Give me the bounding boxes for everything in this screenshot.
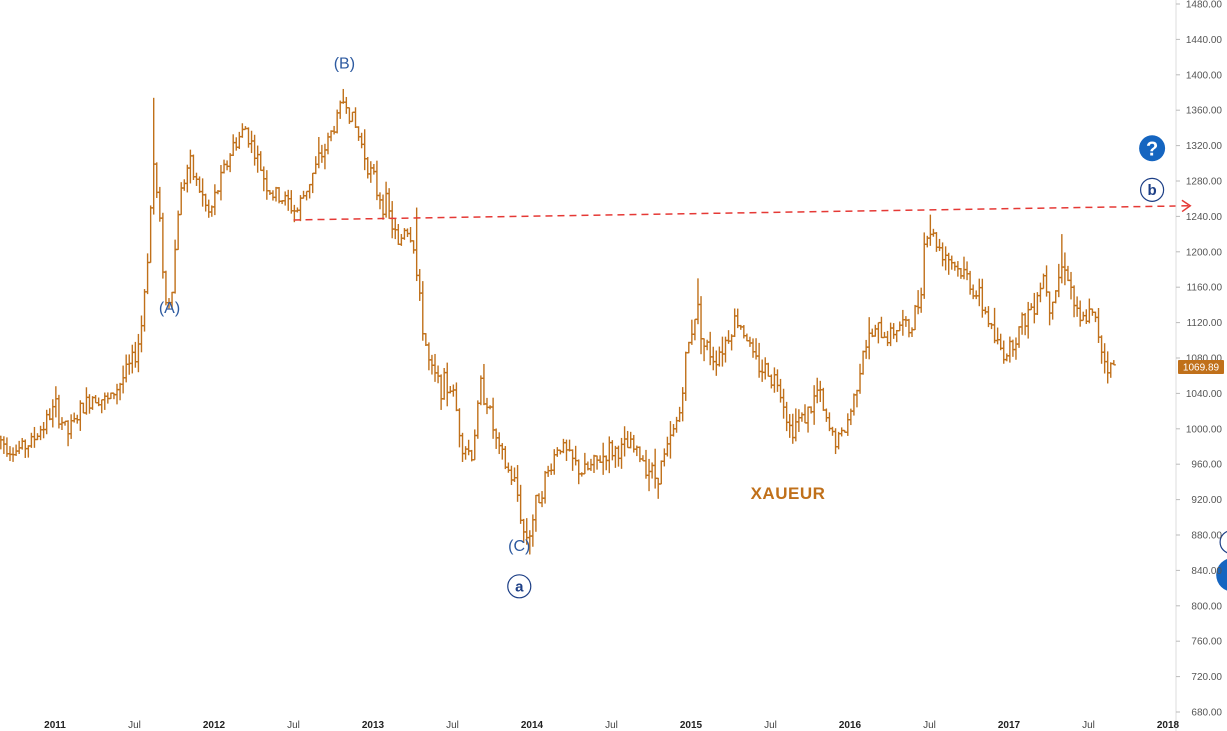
circled-wave-label: a [507,574,532,599]
y-axis: 1480.00 1440.00 1400.00 1360.00 1320.00 1280.… [1176,0,1222,719]
circled-wave-text: b [1148,182,1157,199]
annotation-layer: (A) (B) (C) a b c?? [159,56,1227,599]
x-tick-label: Jul [923,720,936,731]
y-tick-label: 680.00 [1191,708,1222,719]
x-tick-label: 2012 [203,720,226,731]
y-tick-label: 1000.00 [1186,424,1223,435]
question-mark-circle [1139,135,1166,162]
y-tick-label: 760.00 [1191,637,1222,648]
wave-label: (B) [334,56,355,73]
x-tick-label: 2017 [998,720,1021,731]
wave-label: (A) [159,300,180,317]
circled-wave-ring [507,574,532,599]
x-tick-label: Jul [287,720,300,731]
y-tick-label: 1120.00 [1187,318,1223,329]
y-tick-label: 880.00 [1191,531,1222,542]
y-tick-label: 1360.00 [1186,106,1223,117]
trendline-layer [293,199,1192,221]
x-tick-label: Jul [764,720,777,731]
price-tag-value: 1069.89 [1183,362,1220,373]
ohlc-bar [1111,360,1116,366]
x-tick-label: Jul [605,720,618,731]
x-axis: 2011 Jul 2012 Jul 2013 Jul 2014 Jul 2015 Jul 2016 J… [44,720,1179,731]
y-tick-label: 1320.00 [1186,141,1223,152]
x-tick-label: Jul [1082,720,1095,731]
question-mark-icon: ? [1139,135,1166,162]
trendline-arrowhead [1181,199,1192,213]
y-tick-label: 1240.00 [1186,212,1223,223]
y-tick-label: 1280.00 [1186,177,1223,188]
x-tick-label: 2014 [521,720,544,731]
y-tick-label: 1040.00 [1186,389,1223,400]
y-tick-label: 1080.00 [1186,354,1223,365]
y-tick-label: 960.00 [1191,460,1222,471]
y-tick-label: 1400.00 [1186,70,1223,81]
y-tick-label: 920.00 [1191,495,1222,506]
circled-wave-label: c [1219,530,1227,554]
price-tag-bg [1178,359,1224,374]
x-tick-label: Jul [446,720,459,731]
x-tick-label: 2013 [362,720,385,731]
question-mark-icon: ? [1216,558,1227,591]
x-tick-label: 2016 [839,720,862,731]
y-tick-label: 1440.00 [1186,35,1223,46]
x-tick-label: Jul [128,720,141,731]
y-tick-label: 840.00 [1191,566,1222,577]
y-tick-label: 1480.00 [1186,0,1223,11]
question-mark-circle [1216,558,1227,591]
circled-wave-label: b [1139,177,1165,202]
trendline [293,205,1191,221]
y-tick-label: 1200.00 [1186,247,1223,258]
x-tick-label: 2018 [1157,720,1180,731]
last-price-tag: 1069.89 [1178,359,1224,374]
y-tick-label: 1160.00 [1187,283,1223,294]
question-mark-glyph: ? [1146,138,1158,160]
ohlc-bars [0,88,1116,555]
x-tick-label: 2015 [680,720,703,731]
x-tick-label: 2011 [44,720,66,731]
y-tick-label: 800.00 [1191,601,1222,612]
y-tick-label: 720.00 [1191,672,1222,683]
wave-label: (C) [508,538,530,555]
circled-wave-ring [1219,530,1227,554]
symbol-label: XAUEUR [751,484,826,503]
circled-wave-ring [1139,177,1165,202]
circled-wave-text: a [515,578,524,595]
